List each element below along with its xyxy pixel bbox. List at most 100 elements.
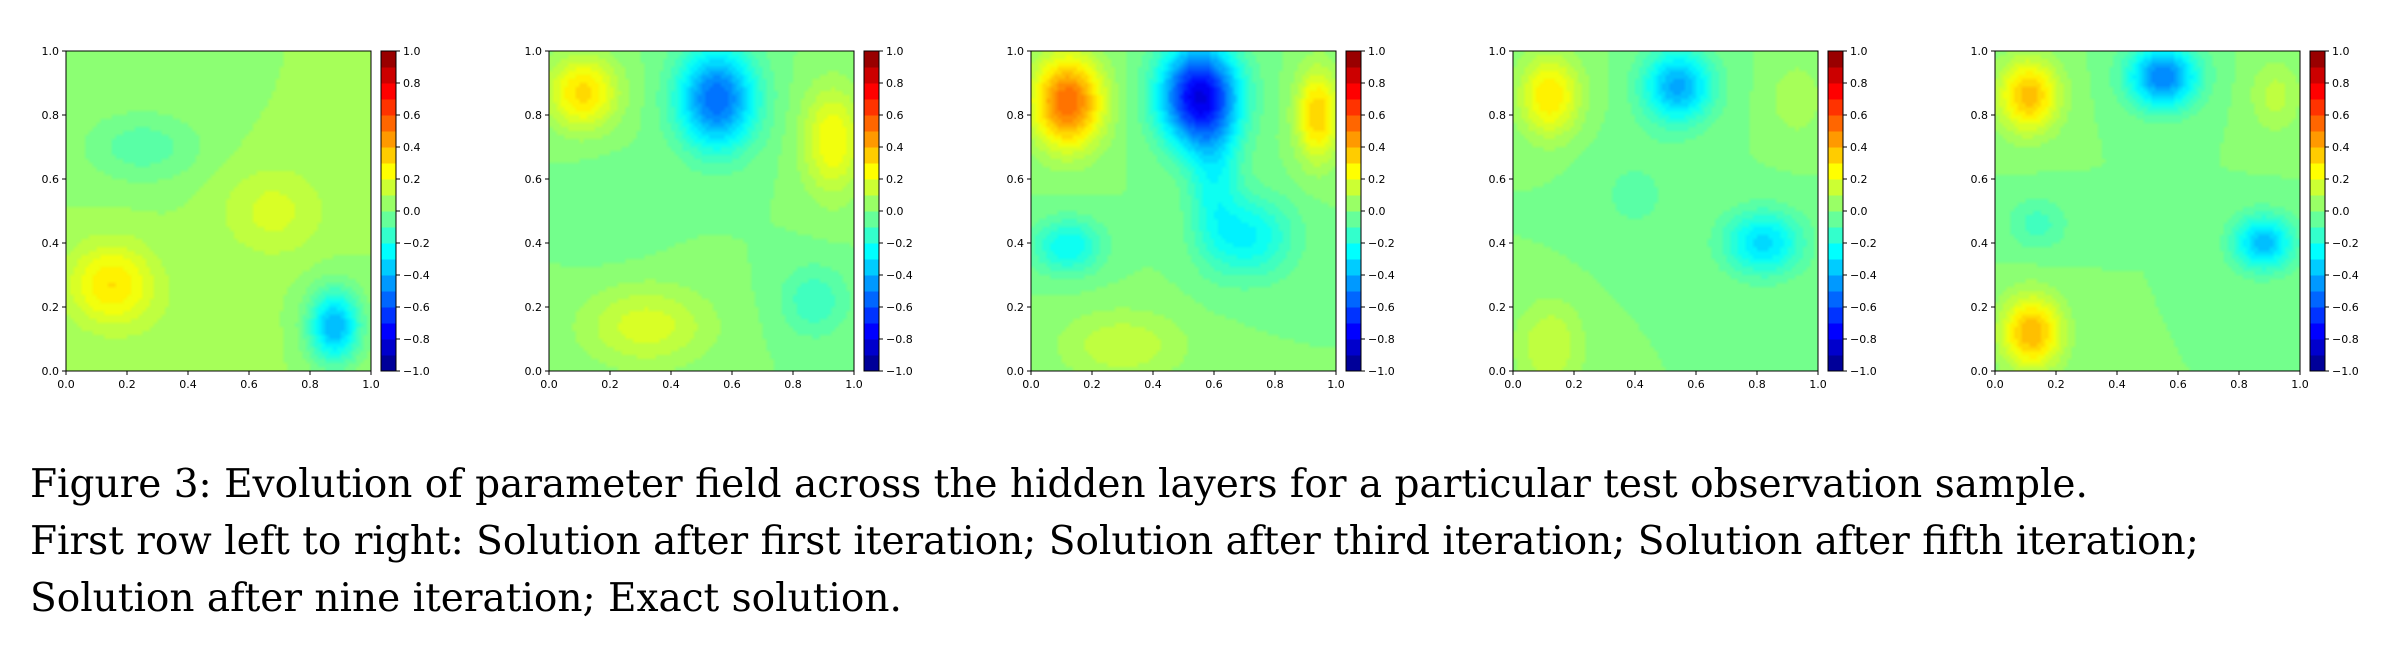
heatmap-field: [549, 51, 854, 371]
colorbar-band: [1346, 259, 1361, 276]
heatmap-svg-4: 0.0 0.2 0.4 0.6 0.8 1.0 0.0 0.2 0.4 0.6 0.8 1.0 1.0 0…: [1489, 45, 1877, 391]
colorbar-band: [1346, 211, 1361, 228]
colorbar-tick-label: −0.4: [1368, 269, 1395, 282]
colorbar-band: [1346, 131, 1361, 148]
colorbar-band: [2310, 195, 2325, 212]
colorbar-tick-label: 1.0: [1850, 45, 1868, 58]
x-tick-label: 0.4: [179, 378, 197, 391]
colorbar-tick-label: −0.6: [2332, 301, 2359, 314]
colorbar-band: [1828, 147, 1843, 164]
figure-row: 0.0 0.2 0.4 0.6 0.8 1.0 0.0 0.2 0.4 0.6 0.8 1.0 1.0 0…: [0, 0, 2359, 410]
colorbar-band: [1346, 163, 1361, 180]
colorbar-tick-label: 0.4: [886, 141, 904, 154]
colorbar-tick-label: 1.0: [2332, 45, 2350, 58]
colorbar-band: [2310, 323, 2325, 340]
x-tick-label: 0.6: [2169, 378, 2187, 391]
colorbar-tick-label: 0.6: [2332, 109, 2350, 122]
colorbar-band: [381, 163, 396, 180]
colorbar-band: [1346, 83, 1361, 100]
heatmap-panel-1: 0.0 0.2 0.4 0.6 0.8 1.0 0.0 0.2 0.4 0.6 0.8 1.0 1.0 0…: [0, 0, 460, 410]
colorbar-tick-label: −0.2: [886, 237, 913, 250]
colorbar-band: [864, 115, 879, 132]
y-tick-label: 0.4: [42, 237, 60, 250]
x-tick-label: 0.8: [784, 378, 802, 391]
colorbar-band: [1346, 67, 1361, 84]
colorbar-tick-label: −0.8: [1368, 333, 1395, 346]
plot-frame: [548, 50, 855, 372]
colorbar-band: [864, 339, 879, 356]
colorbar-band: [1346, 115, 1361, 132]
colorbar-band: [864, 179, 879, 196]
colorbar-band: [381, 259, 396, 276]
colorbar-tick-label: −1.0: [403, 365, 430, 378]
colorbar-band: [2310, 339, 2325, 356]
heatmap-field: [1031, 51, 1336, 371]
colorbar-band: [2310, 275, 2325, 292]
colorbar-band: [1828, 339, 1843, 356]
colorbar-tick-label: 0.4: [403, 141, 421, 154]
colorbar-tick-label: 1.0: [403, 45, 421, 58]
colorbar-tick-label: −0.2: [403, 237, 430, 250]
y-tick-label: 1.0: [1007, 45, 1025, 58]
colorbar-tick-label: −0.4: [2332, 269, 2359, 282]
colorbar-band: [2310, 131, 2325, 148]
colorbar-band: [1346, 307, 1361, 324]
x-tick-label: 1.0: [1809, 378, 1827, 391]
colorbar-band: [1346, 291, 1361, 308]
x-tick-label: 0.4: [2108, 378, 2126, 391]
colorbar-tick-label: 0.2: [886, 173, 904, 186]
colorbar-band: [1346, 275, 1361, 292]
colorbar-band: [1828, 115, 1843, 132]
colorbar-band: [1346, 355, 1361, 372]
colorbar-band: [1828, 355, 1843, 372]
colorbar-band: [381, 323, 396, 340]
plot-frame: [1994, 50, 2301, 372]
y-tick-label: 1.0: [1971, 45, 1989, 58]
colorbar-band: [864, 227, 879, 244]
colorbar-tick-label: 0.0: [886, 205, 904, 218]
x-tick-label: 0.4: [1626, 378, 1644, 391]
caption-line-2: First row left to right: Solution after …: [30, 519, 2199, 564]
colorbar-band: [864, 291, 879, 308]
colorbar-band: [1828, 179, 1843, 196]
colorbar-band: [2310, 83, 2325, 100]
colorbar-tick-label: −0.8: [1850, 333, 1877, 346]
colorbar-band: [2310, 51, 2325, 68]
colorbar-band: [2310, 291, 2325, 308]
colorbar-tick-label: −0.8: [886, 333, 913, 346]
colorbar-tick-label: −0.4: [1850, 269, 1877, 282]
colorbar-tick-label: −0.8: [403, 333, 430, 346]
colorbar-band: [381, 131, 396, 148]
colorbar-band: [381, 275, 396, 292]
y-tick-label: 0.6: [42, 173, 60, 186]
y-tick-label: 0.0: [525, 365, 543, 378]
colorbar-band: [381, 99, 396, 116]
y-tick-label: 0.4: [525, 237, 543, 250]
colorbar-band: [381, 355, 396, 372]
caption-line-1: Figure 3: Evolution of parameter field a…: [30, 462, 2088, 507]
y-tick-label: 0.6: [1971, 173, 1989, 186]
colorbar-band: [1828, 99, 1843, 116]
colorbar-band: [1828, 323, 1843, 340]
colorbar-tick-label: −0.2: [1368, 237, 1395, 250]
colorbar-tick-label: −1.0: [1850, 365, 1877, 378]
colorbar-tick-label: −0.4: [886, 269, 913, 282]
y-tick-label: 1.0: [42, 45, 60, 58]
x-tick-label: 0.4: [1144, 378, 1162, 391]
colorbar-tick-label: −1.0: [886, 365, 913, 378]
colorbar-band: [1346, 323, 1361, 340]
colorbar-band: [1346, 51, 1361, 68]
y-tick-label: 0.0: [1007, 365, 1025, 378]
y-tick-label: 0.2: [1489, 301, 1507, 314]
colorbar-band: [381, 195, 396, 212]
colorbar-band: [1346, 243, 1361, 260]
colorbar-tick-label: −0.4: [403, 269, 430, 282]
x-tick-label: 0.6: [1687, 378, 1705, 391]
colorbar-tick-label: −0.6: [886, 301, 913, 314]
colorbar-tick-label: 0.4: [1368, 141, 1386, 154]
y-tick-label: 0.2: [1007, 301, 1025, 314]
x-tick-label: 0.6: [723, 378, 741, 391]
y-tick-label: 0.2: [42, 301, 60, 314]
colorbar-band: [2310, 243, 2325, 260]
colorbar-tick-label: 1.0: [1368, 45, 1386, 58]
